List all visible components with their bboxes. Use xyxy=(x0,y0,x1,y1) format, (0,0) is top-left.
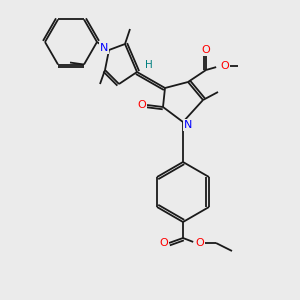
Text: N: N xyxy=(184,120,192,130)
Text: H: H xyxy=(145,60,153,70)
Text: O: O xyxy=(202,45,210,55)
Text: O: O xyxy=(196,238,204,248)
Text: O: O xyxy=(220,61,230,71)
Text: O: O xyxy=(138,100,146,110)
Text: N: N xyxy=(100,43,108,53)
Text: O: O xyxy=(160,238,168,248)
